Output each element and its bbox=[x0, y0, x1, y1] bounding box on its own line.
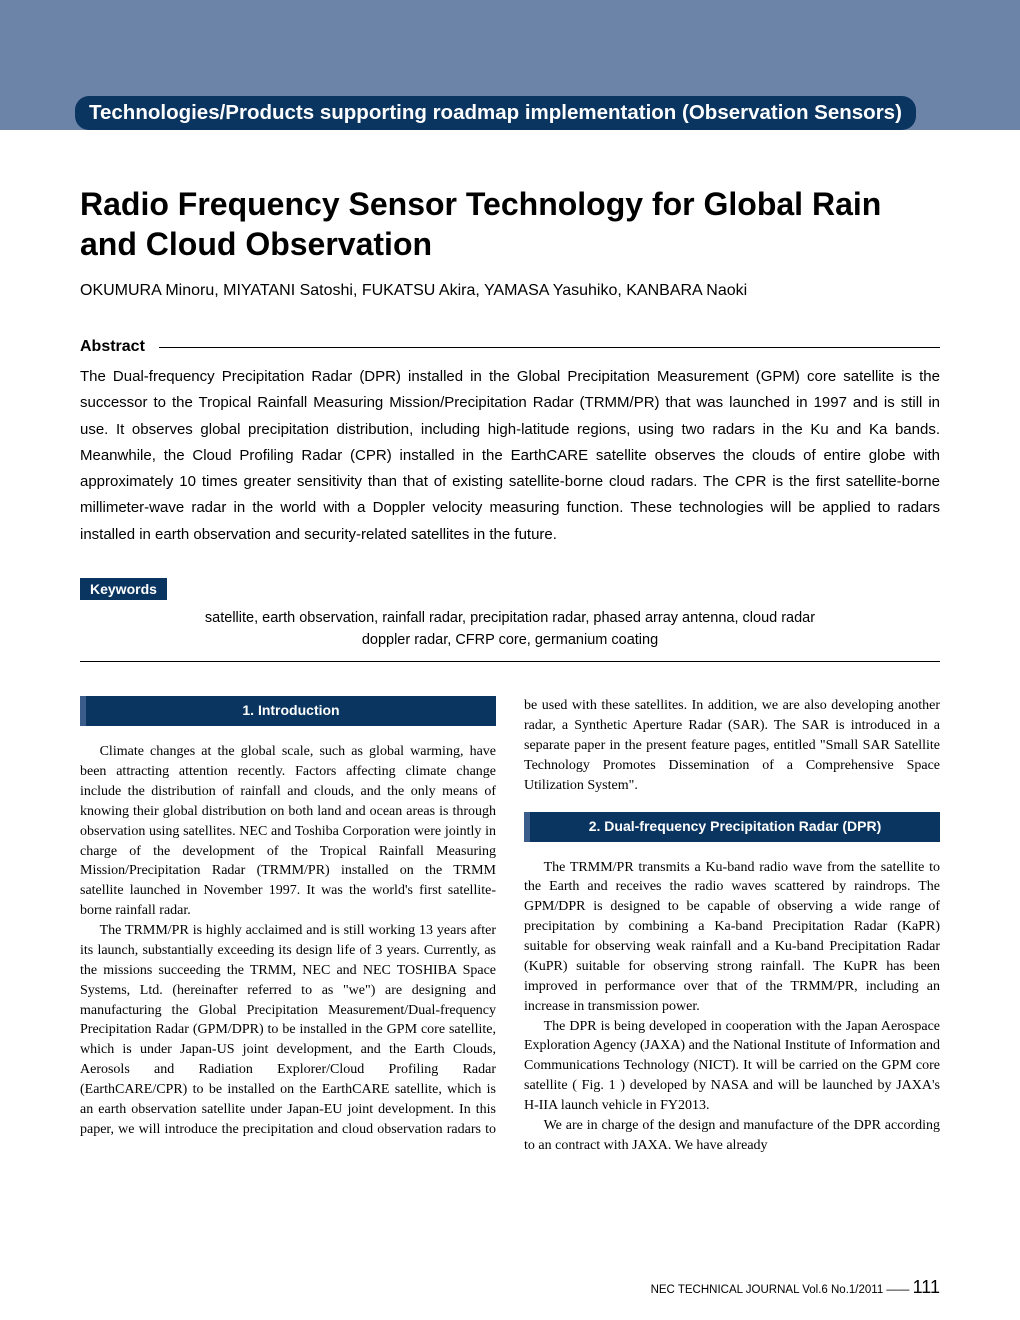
footer-journal: NEC TECHNICAL JOURNAL Vol.6 No.1/2011 bbox=[651, 1284, 884, 1296]
dpr-paragraph-3: We are in charge of the design and manuf… bbox=[524, 1116, 940, 1156]
footer-page-number: 111 bbox=[913, 1277, 940, 1297]
authors-line: OKUMURA Minoru, MIYATANI Satoshi, FUKATS… bbox=[80, 282, 940, 300]
abstract-header: Abstract bbox=[80, 338, 940, 356]
abstract-label: Abstract bbox=[80, 338, 145, 356]
keywords-block: Keywords satellite, earth observation, r… bbox=[80, 578, 940, 663]
keywords-label: Keywords bbox=[80, 578, 167, 600]
abstract-text: The Dual-frequency Precipitation Radar (… bbox=[80, 364, 940, 548]
abstract-rule bbox=[159, 347, 940, 348]
page-content: Radio Frequency Sensor Technology for Gl… bbox=[0, 130, 1020, 1156]
keywords-line1: satellite, earth observation, rainfall r… bbox=[205, 610, 815, 626]
article-title: Radio Frequency Sensor Technology for Gl… bbox=[80, 184, 940, 264]
keywords-line2: doppler radar, CFRP core, germanium coat… bbox=[362, 632, 658, 648]
dpr-section-keep: 2. Dual-frequency Precipitation Radar (D… bbox=[524, 812, 940, 1156]
intro-paragraph-1: Climate changes at the global scale, suc… bbox=[80, 742, 496, 921]
section-heading-intro: 1. Introduction bbox=[80, 696, 496, 726]
footer-sep: —— bbox=[883, 1284, 912, 1296]
body-columns: 1. Introduction Climate changes at the g… bbox=[80, 696, 940, 1155]
abstract-block: Abstract The Dual-frequency Precipitatio… bbox=[80, 338, 940, 548]
header-band: Technologies/Products supporting roadmap… bbox=[0, 0, 1020, 130]
section-spacer bbox=[524, 796, 940, 812]
keywords-text: satellite, earth observation, rainfall r… bbox=[80, 608, 940, 652]
section-heading-dpr: 2. Dual-frequency Precipitation Radar (D… bbox=[524, 812, 940, 842]
page-footer: NEC TECHNICAL JOURNAL Vol.6 No.1/2011 ——… bbox=[651, 1277, 940, 1298]
category-pill: Technologies/Products supporting roadmap… bbox=[75, 96, 916, 131]
dpr-paragraph-1: The TRMM/PR transmits a Ku-band radio wa… bbox=[524, 858, 940, 1017]
dpr-paragraph-2: The DPR is being developed in cooperatio… bbox=[524, 1017, 940, 1116]
keywords-rule bbox=[80, 661, 940, 662]
